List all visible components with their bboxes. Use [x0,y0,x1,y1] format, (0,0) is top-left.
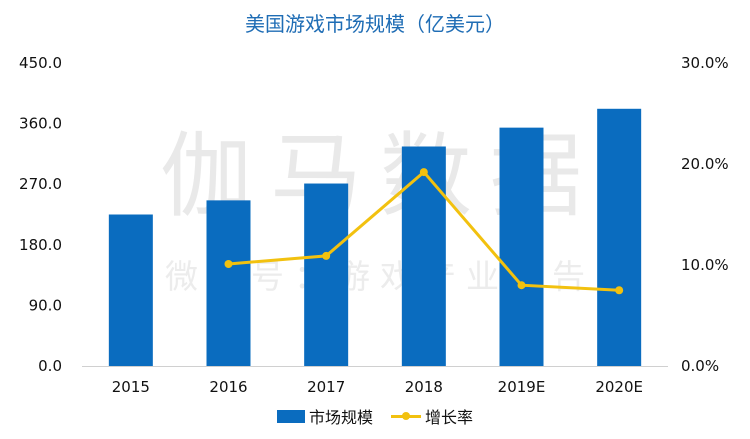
y-left-tick-label: 90.0 [29,296,62,314]
x-tick-label: 2016 [209,378,247,396]
bar [597,108,642,366]
x-tick-label: 2018 [405,378,443,396]
growth-point [224,259,233,268]
y-right-tick-label: 30.0% [681,54,729,72]
legend-bar-swatch [276,409,305,423]
legend-item-line: 增长率 [391,404,473,428]
legend-bar-label: 市场规模 [308,408,373,427]
chart-title: 美国游戏市场规模（亿美元） [245,12,505,36]
legend-line-label: 增长率 [425,408,474,427]
bar [108,214,153,366]
legend-line-swatch [391,409,421,423]
y-left-tick-label: 180.0 [19,236,62,254]
y-left-tick-label: 270.0 [19,175,62,193]
bar [401,146,446,366]
bar [206,200,251,366]
x-tick-label: 2015 [112,378,150,396]
growth-point [419,168,428,177]
legend-item-bar: 市场规模 [276,404,373,428]
growth-point [615,286,624,295]
y-right-tick-label: 10.0% [681,256,729,274]
y-left-tick-label: 0.0 [38,357,62,375]
bar [499,127,544,366]
y-right-tick-label: 20.0% [681,155,729,173]
x-tick-label: 2019E [498,378,546,396]
x-tick-label: 2017 [307,378,345,396]
y-right-tick-label: 0.0% [681,357,719,375]
y-left-tick-label: 360.0 [19,115,62,133]
x-tick-label: 2020E [595,378,643,396]
y-left-tick-label: 450.0 [19,54,62,72]
growth-point [517,281,526,290]
growth-point [322,251,331,260]
bar [304,183,349,366]
legend: 市场规模 增长率 [0,404,750,428]
